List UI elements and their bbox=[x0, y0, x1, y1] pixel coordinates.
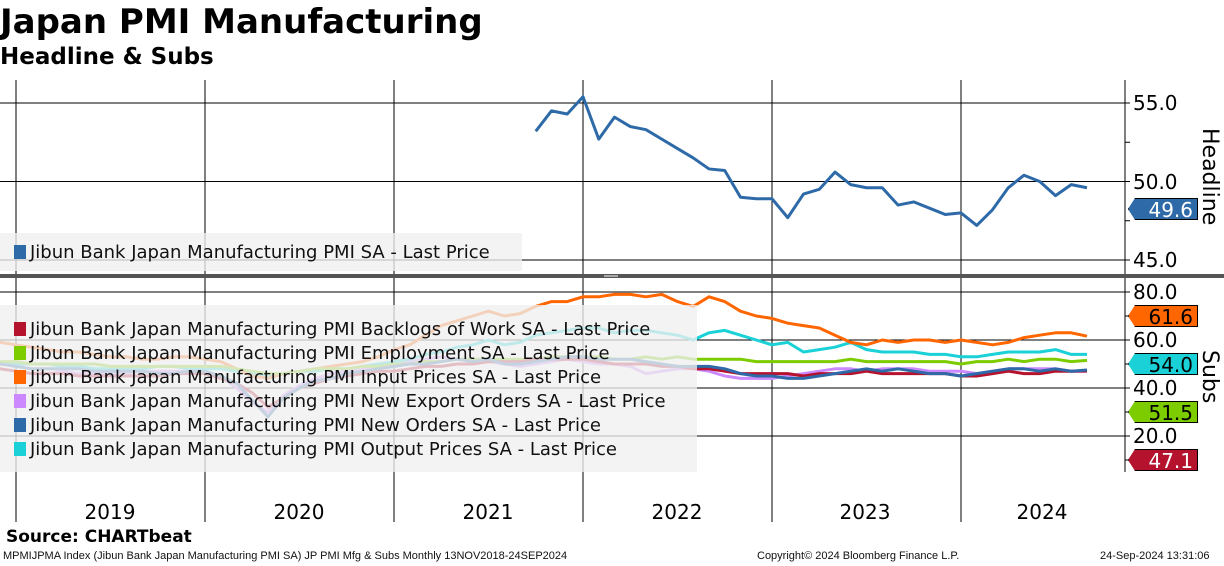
legend-item: Jibun Bank Japan Manufacturing PMI New E… bbox=[0, 389, 697, 413]
footer-copyright: Copyright© 2024 Bloomberg Finance L.P. bbox=[757, 550, 960, 562]
legend-item: Jibun Bank Japan Manufacturing PMI Emplo… bbox=[0, 341, 697, 365]
panel-resize-handle bbox=[604, 275, 618, 277]
x-tick-label: 2019 bbox=[84, 500, 136, 524]
headline-axis-title: Headline bbox=[1197, 128, 1222, 226]
legend-label: Jibun Bank Japan Manufacturing PMI Backl… bbox=[30, 318, 651, 340]
legend-item: Jibun Bank Japan Manufacturing PMI Input… bbox=[0, 365, 697, 389]
legend-label: Jibun Bank Japan Manufacturing PMI SA - … bbox=[30, 241, 490, 263]
legend-swatch bbox=[14, 370, 26, 384]
chart-title: Japan PMI Manufacturing bbox=[0, 2, 483, 42]
last-value-tag-output-prices: 54.0 bbox=[1128, 353, 1198, 375]
subs-legend: Jibun Bank Japan Manufacturing PMI Backl… bbox=[0, 305, 697, 472]
legend-label: Jibun Bank Japan Manufacturing PMI New E… bbox=[30, 390, 666, 412]
last-value-tag-headline: 49.6 bbox=[1128, 198, 1198, 220]
x-tick-label: 2020 bbox=[273, 500, 325, 524]
y-tick-label: 40.0 bbox=[1133, 376, 1178, 400]
legend-item: Jibun Bank Japan Manufacturing PMI New O… bbox=[0, 413, 697, 437]
headline-legend: Jibun Bank Japan Manufacturing PMI SA - … bbox=[0, 233, 522, 271]
chart-subtitle: Headline & Subs bbox=[0, 44, 214, 70]
legend-swatch bbox=[14, 322, 26, 336]
y-tick-label: 50.0 bbox=[1133, 170, 1178, 194]
x-tick-label: 2022 bbox=[651, 500, 703, 524]
y-tick-label: 55.0 bbox=[1133, 91, 1178, 115]
x-tick-label: 2021 bbox=[462, 500, 514, 524]
legend-item: Jibun Bank Japan Manufacturing PMI Outpu… bbox=[0, 437, 697, 461]
legend-label: Jibun Bank Japan Manufacturing PMI Emplo… bbox=[30, 342, 610, 364]
last-value-tag-input-prices: 61.6 bbox=[1128, 305, 1198, 327]
x-tick-label: 2024 bbox=[1016, 500, 1068, 524]
footer-timestamp: 24-Sep-2024 13:31:06 bbox=[1100, 550, 1210, 562]
legend-swatch bbox=[14, 346, 26, 360]
footer-description: MPMIJPMA Index (Jibun Bank Japan Manufac… bbox=[3, 550, 568, 562]
x-tick-label: 2023 bbox=[839, 500, 891, 524]
last-value-tag-employment: 51.5 bbox=[1128, 401, 1198, 423]
headline-series-line bbox=[534, 95, 1088, 227]
legend-item: Jibun Bank Japan Manufacturing PMI Backl… bbox=[0, 317, 697, 341]
y-tick-label: 20.0 bbox=[1133, 424, 1178, 448]
y-tick-label: 80.0 bbox=[1133, 280, 1178, 304]
legend-label: Jibun Bank Japan Manufacturing PMI Outpu… bbox=[30, 438, 618, 460]
legend-label: Jibun Bank Japan Manufacturing PMI Input… bbox=[30, 366, 602, 388]
legend-item: Jibun Bank Japan Manufacturing PMI SA - … bbox=[0, 240, 522, 264]
legend-swatch bbox=[14, 418, 26, 432]
source-note: Source: CHARTbeat bbox=[6, 527, 192, 547]
y-tick-label: 45.0 bbox=[1133, 248, 1178, 272]
y-tick-label: 60.0 bbox=[1133, 328, 1178, 352]
legend-label: Jibun Bank Japan Manufacturing PMI New O… bbox=[30, 414, 601, 436]
legend-swatch bbox=[14, 245, 26, 259]
legend-swatch bbox=[14, 394, 26, 408]
legend-swatch bbox=[14, 442, 26, 456]
subs-axis-title: Subs bbox=[1197, 350, 1222, 404]
last-value-tag-backlogs: 47.1 bbox=[1128, 449, 1198, 471]
